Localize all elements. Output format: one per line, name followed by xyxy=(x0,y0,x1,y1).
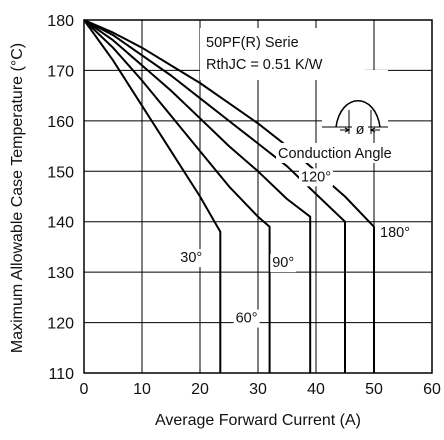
series-line-4 xyxy=(83,19,375,373)
thermal-resistance-label: RthJC = 0.51 K/W xyxy=(206,57,323,73)
x-tick-label: 50 xyxy=(365,381,383,398)
plot-frame xyxy=(83,19,433,374)
y-tick-label: 160 xyxy=(47,114,74,131)
series-line-1 xyxy=(83,19,271,373)
x-tick-label: 0 xyxy=(80,381,89,398)
conduction-angle-label: Conduction Angle xyxy=(278,146,392,162)
y-axis-title: Maximum Allowable Case Temperature (°C) xyxy=(9,43,26,353)
conduction-angle-waveform: ø xyxy=(322,70,388,138)
y-tick-label: 180 xyxy=(47,13,74,30)
series-label-background xyxy=(233,309,260,328)
y-tick-label: 120 xyxy=(47,316,74,333)
y-tick-label: 170 xyxy=(47,63,74,80)
waveform-label-background xyxy=(276,143,407,163)
y-tick-label: 150 xyxy=(47,164,74,181)
tick-labels: 0 10 20 30 40 50 60 110 120 130 140 150 160 170 180 xyxy=(47,13,441,398)
curve-labels: 30° 60° 90° 120° 180° xyxy=(178,168,412,328)
x-tick-label: 40 xyxy=(307,381,325,398)
series-label-2: 90° xyxy=(272,255,294,271)
x-axis-title: Average Forward Current (A) xyxy=(155,412,361,429)
series-label-background xyxy=(299,168,333,187)
curves xyxy=(83,19,375,373)
series-line-2 xyxy=(83,19,312,373)
y-tick-label: 110 xyxy=(48,366,74,383)
y-tick-label: 130 xyxy=(47,265,74,282)
series-label-background xyxy=(270,254,297,273)
y-tick-label: 140 xyxy=(47,215,74,232)
series-label-1: 60° xyxy=(236,311,258,327)
phi-symbol: ø xyxy=(356,122,365,138)
x-tick-label: 30 xyxy=(249,381,267,398)
series-label-4: 180° xyxy=(380,225,410,241)
x-tick-label: 10 xyxy=(133,381,151,398)
series-label-3: 120° xyxy=(301,169,331,185)
series-label-0: 30° xyxy=(180,250,202,266)
x-tick-label: 60 xyxy=(423,381,441,398)
device-series-label: 50PF(R) Serie xyxy=(206,35,299,51)
x-tick-label: 20 xyxy=(191,381,209,398)
series-label-background xyxy=(378,223,412,242)
series-line-0 xyxy=(83,19,222,373)
series-line-3 xyxy=(83,19,346,373)
series-label-background xyxy=(178,249,205,268)
